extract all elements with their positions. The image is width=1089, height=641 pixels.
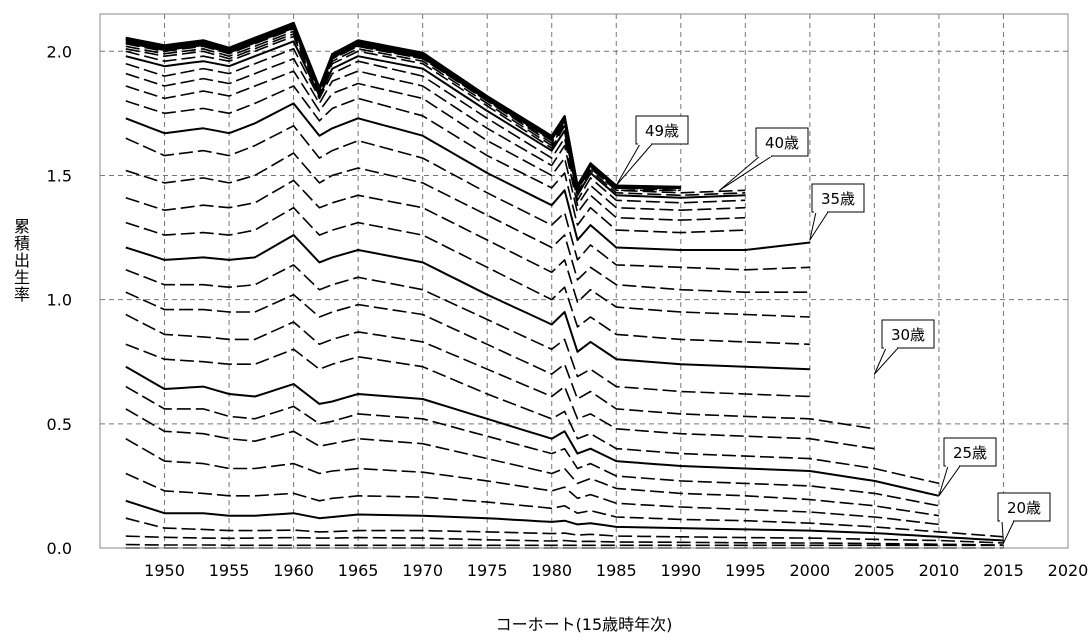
age-29-line bbox=[125, 234, 810, 371]
age-35-line bbox=[125, 85, 746, 234]
x-tick-label: 2020 bbox=[1048, 561, 1089, 580]
y-tick-label: 1.0 bbox=[47, 291, 72, 310]
x-tick-label: 1965 bbox=[338, 561, 379, 580]
series-lines bbox=[125, 21, 1004, 549]
age-41-line bbox=[125, 33, 746, 194]
age-39-line bbox=[125, 40, 746, 199]
callout: 20歳 bbox=[997, 492, 1051, 545]
y-tick-label: 2.0 bbox=[47, 42, 72, 61]
age-34-line bbox=[125, 102, 811, 251]
callout-label: 49歳 bbox=[645, 122, 679, 140]
x-tick-label: 1990 bbox=[660, 561, 701, 580]
age-31-line bbox=[125, 179, 810, 318]
age-36-line bbox=[125, 70, 746, 221]
y-tick-labels: 0.0 0.5 1.0 1.5 2.0 bbox=[47, 42, 72, 558]
age-17-line bbox=[125, 535, 1004, 546]
callout: 25歳 bbox=[938, 437, 997, 497]
x-tick-label: 2000 bbox=[790, 561, 831, 580]
x-tick-label: 1975 bbox=[467, 561, 508, 580]
age-16-line bbox=[125, 543, 1004, 547]
x-axis-title: コーホート(15歳時年次) bbox=[496, 615, 673, 634]
callout-box bbox=[943, 437, 997, 467]
y-tick-label: 0.0 bbox=[47, 539, 72, 558]
callout-box bbox=[811, 183, 865, 213]
callout: 30歳 bbox=[873, 319, 935, 375]
x-tick-label: 1985 bbox=[596, 561, 637, 580]
callout-box bbox=[635, 115, 689, 145]
callout-label: 35歳 bbox=[821, 190, 855, 208]
age-callouts: 49歳 40歳 35歳 30歳 25歳 20歳 bbox=[615, 115, 1051, 545]
callout-label: 20歳 bbox=[1007, 499, 1041, 517]
x-tick-label: 1970 bbox=[402, 561, 443, 580]
x-tick-label: 1960 bbox=[273, 561, 314, 580]
age-27-line bbox=[125, 291, 875, 430]
age-22-line bbox=[125, 408, 940, 517]
x-tick-label: 1950 bbox=[144, 561, 185, 580]
callout: 40歳 bbox=[719, 127, 809, 191]
age-38-line bbox=[125, 47, 746, 204]
age-21-line bbox=[125, 438, 939, 526]
callout-box bbox=[997, 492, 1051, 522]
callout: 49歳 bbox=[615, 115, 689, 186]
age-33-line bbox=[125, 125, 810, 271]
callout-label: 40歳 bbox=[765, 134, 799, 152]
x-tick-label: 1955 bbox=[209, 561, 250, 580]
age-30-line bbox=[125, 206, 810, 346]
callout-box bbox=[755, 127, 809, 157]
plot-frame bbox=[99, 13, 1069, 549]
age-23-line bbox=[125, 385, 940, 507]
x-tick-label: 2015 bbox=[983, 561, 1024, 580]
age-24-line bbox=[125, 365, 940, 497]
x-tick-label: 1995 bbox=[725, 561, 766, 580]
y-axis-title: 累積出生率 bbox=[11, 218, 30, 303]
callout-label: 25歳 bbox=[953, 444, 987, 462]
age-28-line bbox=[125, 264, 810, 398]
callout: 35歳 bbox=[809, 183, 865, 241]
x-tick-label: 2005 bbox=[854, 561, 895, 580]
age-49-line bbox=[125, 21, 681, 188]
age-20-line bbox=[125, 472, 1004, 538]
age-25-line bbox=[125, 343, 940, 485]
age-40-line bbox=[125, 35, 746, 197]
age-26-line bbox=[125, 313, 875, 450]
x-tick-label: 2010 bbox=[919, 561, 960, 580]
x-tick-labels: 1950 1955 1960 1965 1970 1975 1980 1985 1990 1995… bbox=[144, 561, 1088, 580]
age-18-line bbox=[125, 517, 1004, 544]
callout-box bbox=[881, 319, 935, 349]
age-19-line bbox=[125, 499, 1004, 542]
y-tick-label: 1.5 bbox=[47, 166, 72, 185]
age-37-line bbox=[125, 57, 746, 211]
y-tick-label: 0.5 bbox=[47, 415, 72, 434]
age-32-line bbox=[125, 152, 810, 294]
callout-label: 30歳 bbox=[891, 326, 925, 344]
x-tick-label: 1980 bbox=[531, 561, 572, 580]
